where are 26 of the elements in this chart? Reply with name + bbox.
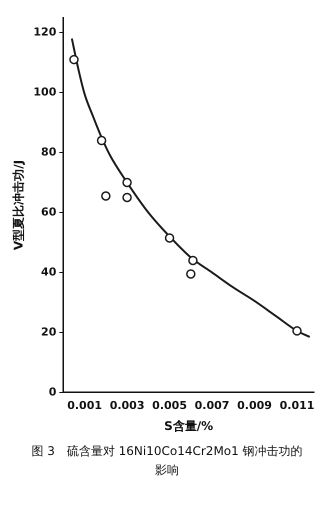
y-tick-label: 20 — [41, 325, 57, 338]
line-series — [70, 38, 311, 338]
point — [292, 326, 302, 336]
y-tick-label: 120 — [33, 25, 57, 38]
x-tick-label: 0.001 — [67, 398, 102, 412]
x-tick-label: 0.007 — [194, 398, 230, 412]
x-tick-label: 0.005 — [152, 398, 187, 412]
x-tick-label: 0.003 — [110, 398, 144, 412]
y-tick-label: 40 — [41, 265, 57, 278]
point — [96, 136, 106, 146]
point — [164, 233, 174, 243]
y-tick-label: 80 — [41, 145, 57, 158]
point — [188, 256, 198, 266]
y-tick-label: 60 — [41, 205, 57, 218]
x-tick-label: 0.011 — [280, 398, 314, 412]
point — [69, 54, 79, 64]
point — [122, 192, 132, 202]
y-tick-label: 100 — [33, 85, 57, 98]
point — [101, 191, 111, 201]
y-axis-title: V型夏比冲击功/J — [11, 160, 26, 250]
point — [122, 178, 132, 188]
y-tick-label: 0 — [48, 385, 57, 398]
x-axis-title: S含量/% — [164, 418, 214, 433]
x-tick-label: 0.009 — [237, 398, 272, 412]
caption: 图 3 硫含量对 16Ni10Co14Cr2Mo1 钢冲击功的影响 — [30, 443, 304, 480]
point — [186, 269, 196, 279]
